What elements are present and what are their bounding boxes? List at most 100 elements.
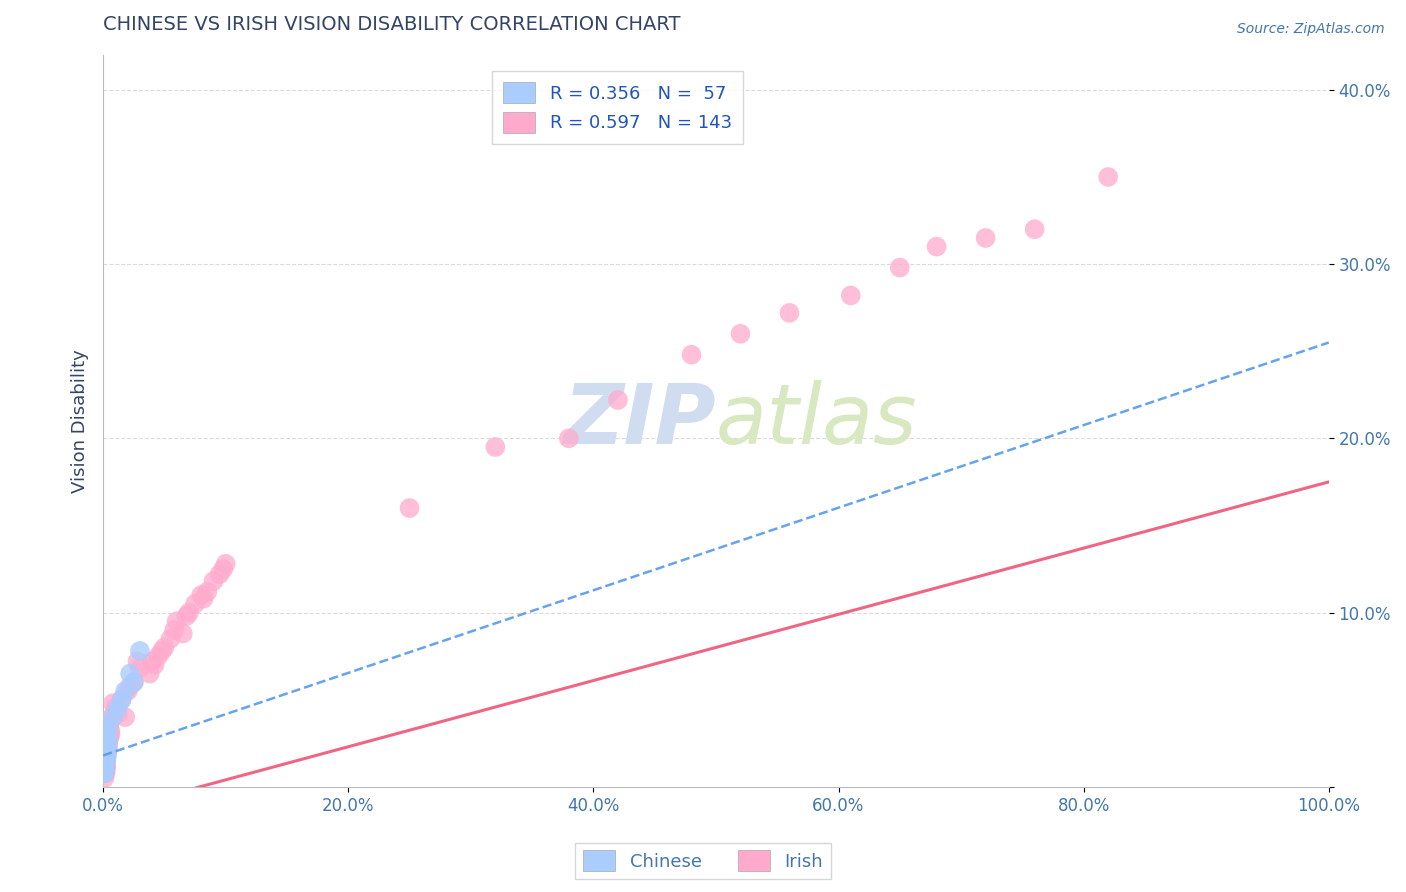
Point — [94, 728, 117, 742]
Point — [159, 632, 181, 646]
Point — [212, 562, 235, 576]
Point — [96, 736, 118, 750]
Point — [100, 728, 122, 742]
Point — [93, 748, 115, 763]
Point — [93, 759, 115, 773]
Point — [1024, 222, 1046, 236]
Point — [93, 759, 115, 773]
Point — [97, 741, 120, 756]
Point — [93, 759, 115, 773]
Point — [93, 759, 115, 773]
Point — [94, 754, 117, 768]
Point — [141, 654, 163, 668]
Point — [96, 748, 118, 763]
Point — [93, 748, 115, 763]
Point — [93, 763, 115, 777]
Point — [94, 745, 117, 759]
Point — [96, 745, 118, 759]
Point — [93, 763, 115, 777]
Point — [153, 640, 176, 655]
Point — [606, 392, 628, 407]
Point — [122, 675, 145, 690]
Point — [98, 719, 121, 733]
Point — [779, 306, 801, 320]
Text: atlas: atlas — [716, 380, 918, 461]
Point — [100, 714, 122, 728]
Point — [94, 759, 117, 773]
Point — [96, 741, 118, 756]
Point — [94, 754, 117, 768]
Point — [94, 754, 117, 768]
Point — [148, 649, 170, 664]
Point — [94, 754, 117, 768]
Point — [208, 567, 231, 582]
Point — [93, 765, 115, 780]
Point — [184, 597, 207, 611]
Point — [93, 765, 115, 780]
Point — [93, 754, 115, 768]
Point — [114, 710, 136, 724]
Point — [96, 745, 118, 759]
Point — [96, 736, 118, 750]
Point — [150, 644, 173, 658]
Point — [110, 692, 132, 706]
Point — [93, 765, 115, 780]
Point — [195, 584, 218, 599]
Point — [96, 741, 118, 756]
Point — [129, 644, 152, 658]
Point — [93, 748, 115, 763]
Point — [176, 609, 198, 624]
Point — [110, 692, 132, 706]
Point — [96, 745, 118, 759]
Point — [96, 736, 118, 750]
Point — [166, 615, 188, 629]
Point — [107, 706, 129, 721]
Point — [94, 748, 117, 763]
Point — [94, 754, 117, 768]
Point — [94, 759, 117, 773]
Text: ZIP: ZIP — [564, 380, 716, 461]
Point — [94, 754, 117, 768]
Point — [96, 736, 118, 750]
Point — [94, 754, 117, 768]
Point — [93, 745, 115, 759]
Point — [94, 763, 117, 777]
Point — [93, 763, 115, 777]
Point — [94, 748, 117, 763]
Point — [93, 759, 115, 773]
Point — [96, 728, 118, 742]
Point — [93, 763, 115, 777]
Point — [94, 759, 117, 773]
Point — [94, 754, 117, 768]
Point — [889, 260, 911, 275]
Point — [94, 754, 117, 768]
Point — [202, 574, 225, 589]
Point — [93, 765, 115, 780]
Point — [129, 661, 152, 675]
Point — [93, 765, 115, 780]
Point — [94, 754, 117, 768]
Point — [98, 728, 121, 742]
Point — [114, 684, 136, 698]
Point — [93, 765, 115, 780]
Point — [93, 765, 115, 780]
Point — [94, 745, 117, 759]
Point — [93, 754, 115, 768]
Point — [93, 765, 115, 780]
Point — [94, 748, 117, 763]
Point — [93, 763, 115, 777]
Point — [172, 626, 194, 640]
Point — [94, 763, 117, 777]
Point — [96, 741, 118, 756]
Point — [93, 765, 115, 780]
Point — [94, 754, 117, 768]
Point — [94, 748, 117, 763]
Point — [925, 240, 948, 254]
Point — [93, 763, 115, 777]
Point — [94, 754, 117, 768]
Point — [96, 748, 118, 763]
Point — [93, 765, 115, 780]
Point — [101, 710, 124, 724]
Point — [93, 765, 115, 780]
Point — [94, 748, 117, 763]
